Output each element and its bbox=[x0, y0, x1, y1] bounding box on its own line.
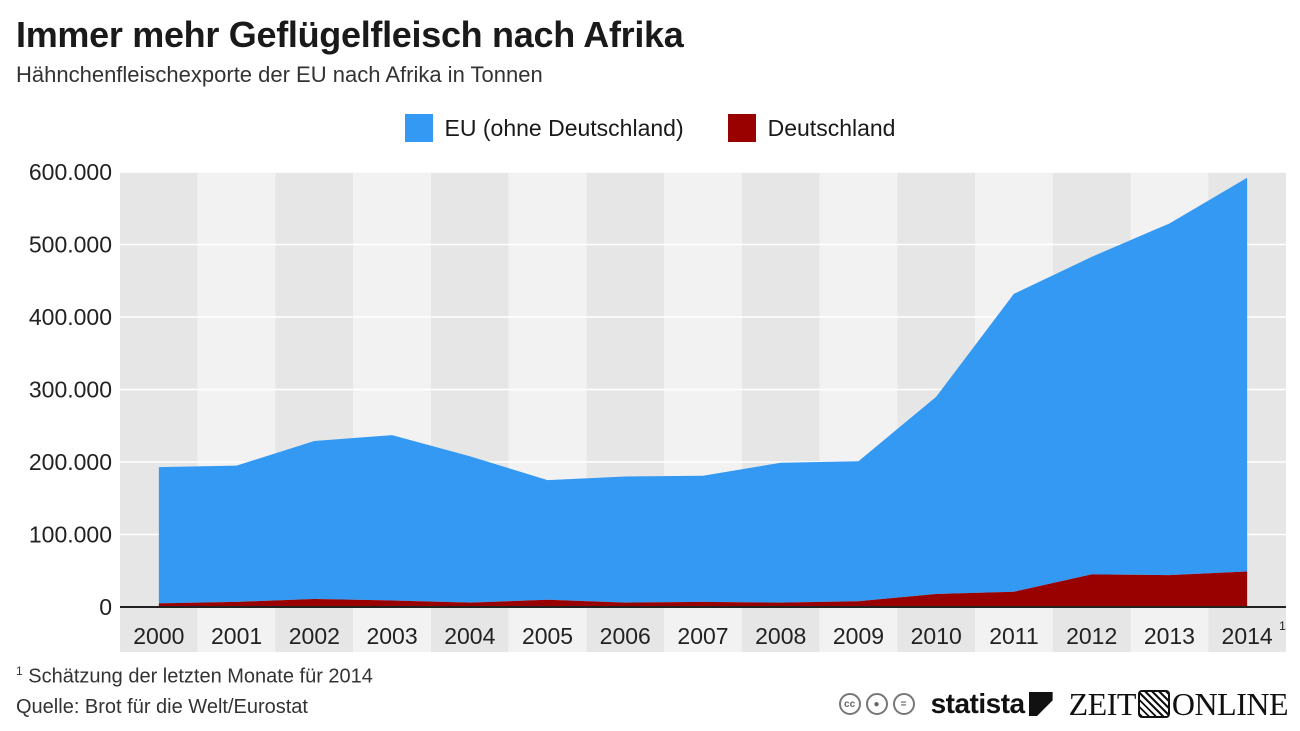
x-tick-label: 2000 bbox=[133, 623, 184, 649]
y-tick-label: 500.000 bbox=[29, 232, 112, 258]
x-tick-label: 2007 bbox=[677, 623, 728, 649]
legend-label-deutschland: Deutschland bbox=[767, 114, 896, 141]
chart-legend: EU (ohne Deutschland) Deutschland bbox=[0, 114, 1300, 142]
cc-by-icon[interactable]: ● bbox=[865, 693, 888, 715]
x-tick-label: 2010 bbox=[911, 623, 962, 649]
statista-logo-text: statista bbox=[930, 688, 1026, 719]
cc-nd-icon[interactable]: = bbox=[892, 693, 915, 715]
footnote: 1 Schätzung der letzten Monate für 2014 bbox=[16, 664, 373, 689]
x-tick-label: 2009 bbox=[833, 623, 884, 649]
x-tick-label: 2012 bbox=[1066, 623, 1117, 649]
chart-title: Immer mehr Geflügelfleisch nach Afrika bbox=[16, 14, 684, 55]
statista-mark-icon bbox=[1028, 692, 1053, 716]
x-tick-label: 2001 bbox=[211, 623, 262, 649]
footnote-marker: 1 bbox=[16, 664, 23, 678]
statista-logo[interactable]: statista bbox=[931, 688, 1053, 720]
x-tick-label: 2002 bbox=[289, 623, 340, 649]
x-tick-label: 2008 bbox=[755, 623, 806, 649]
y-tick-label: 400.000 bbox=[29, 304, 112, 330]
series-area-eu-ohne-deutschland bbox=[158, 177, 1248, 604]
legend-swatch-eu bbox=[404, 114, 433, 142]
x-tick-label: 2014 bbox=[1222, 623, 1273, 649]
x-tick-label: 2004 bbox=[444, 623, 495, 649]
legend-swatch-deutschland bbox=[727, 114, 756, 142]
y-tick-label: 0 bbox=[99, 594, 112, 620]
x-tick-footnote-marker: 1 bbox=[1279, 619, 1286, 633]
x-tick-label: 2011 bbox=[989, 623, 1038, 649]
y-tick-label: 100.000 bbox=[29, 522, 112, 548]
zeit-seal-icon bbox=[1137, 690, 1170, 718]
y-tick-label: 600.000 bbox=[29, 159, 112, 185]
footnote-text: Schätzung der letzten Monate für 2014 bbox=[28, 665, 373, 688]
legend-item-deutschland: Deutschland bbox=[727, 114, 896, 142]
license-icons: cc ● = bbox=[838, 693, 915, 715]
x-tick-label: 2006 bbox=[600, 623, 651, 649]
legend-label-eu: EU (ohne Deutschland) bbox=[444, 114, 684, 141]
chart-subtitle: Hähnchenfleischexporte der EU nach Afrik… bbox=[16, 62, 543, 87]
logo-bar: cc ● = statista ZEIT ONLINE bbox=[838, 684, 1289, 724]
source-note: Quelle: Brot für die Welt/Eurostat bbox=[16, 696, 308, 718]
legend-item-eu: EU (ohne Deutschland) bbox=[404, 114, 684, 142]
y-tick-label: 300.000 bbox=[29, 377, 112, 403]
series-area-deutschland bbox=[158, 571, 1248, 607]
zeit-logo-right: ONLINE bbox=[1171, 685, 1289, 722]
zeit-logo-left: ZEIT bbox=[1068, 685, 1137, 722]
x-tick-label: 2005 bbox=[522, 623, 573, 649]
y-tick-label: 200.000 bbox=[29, 449, 112, 475]
x-tick-label: 2013 bbox=[1144, 623, 1195, 649]
zeit-online-logo[interactable]: ZEIT ONLINE bbox=[1068, 685, 1289, 723]
cc-icon[interactable]: cc bbox=[838, 693, 861, 715]
x-tick-label: 2003 bbox=[366, 623, 417, 649]
